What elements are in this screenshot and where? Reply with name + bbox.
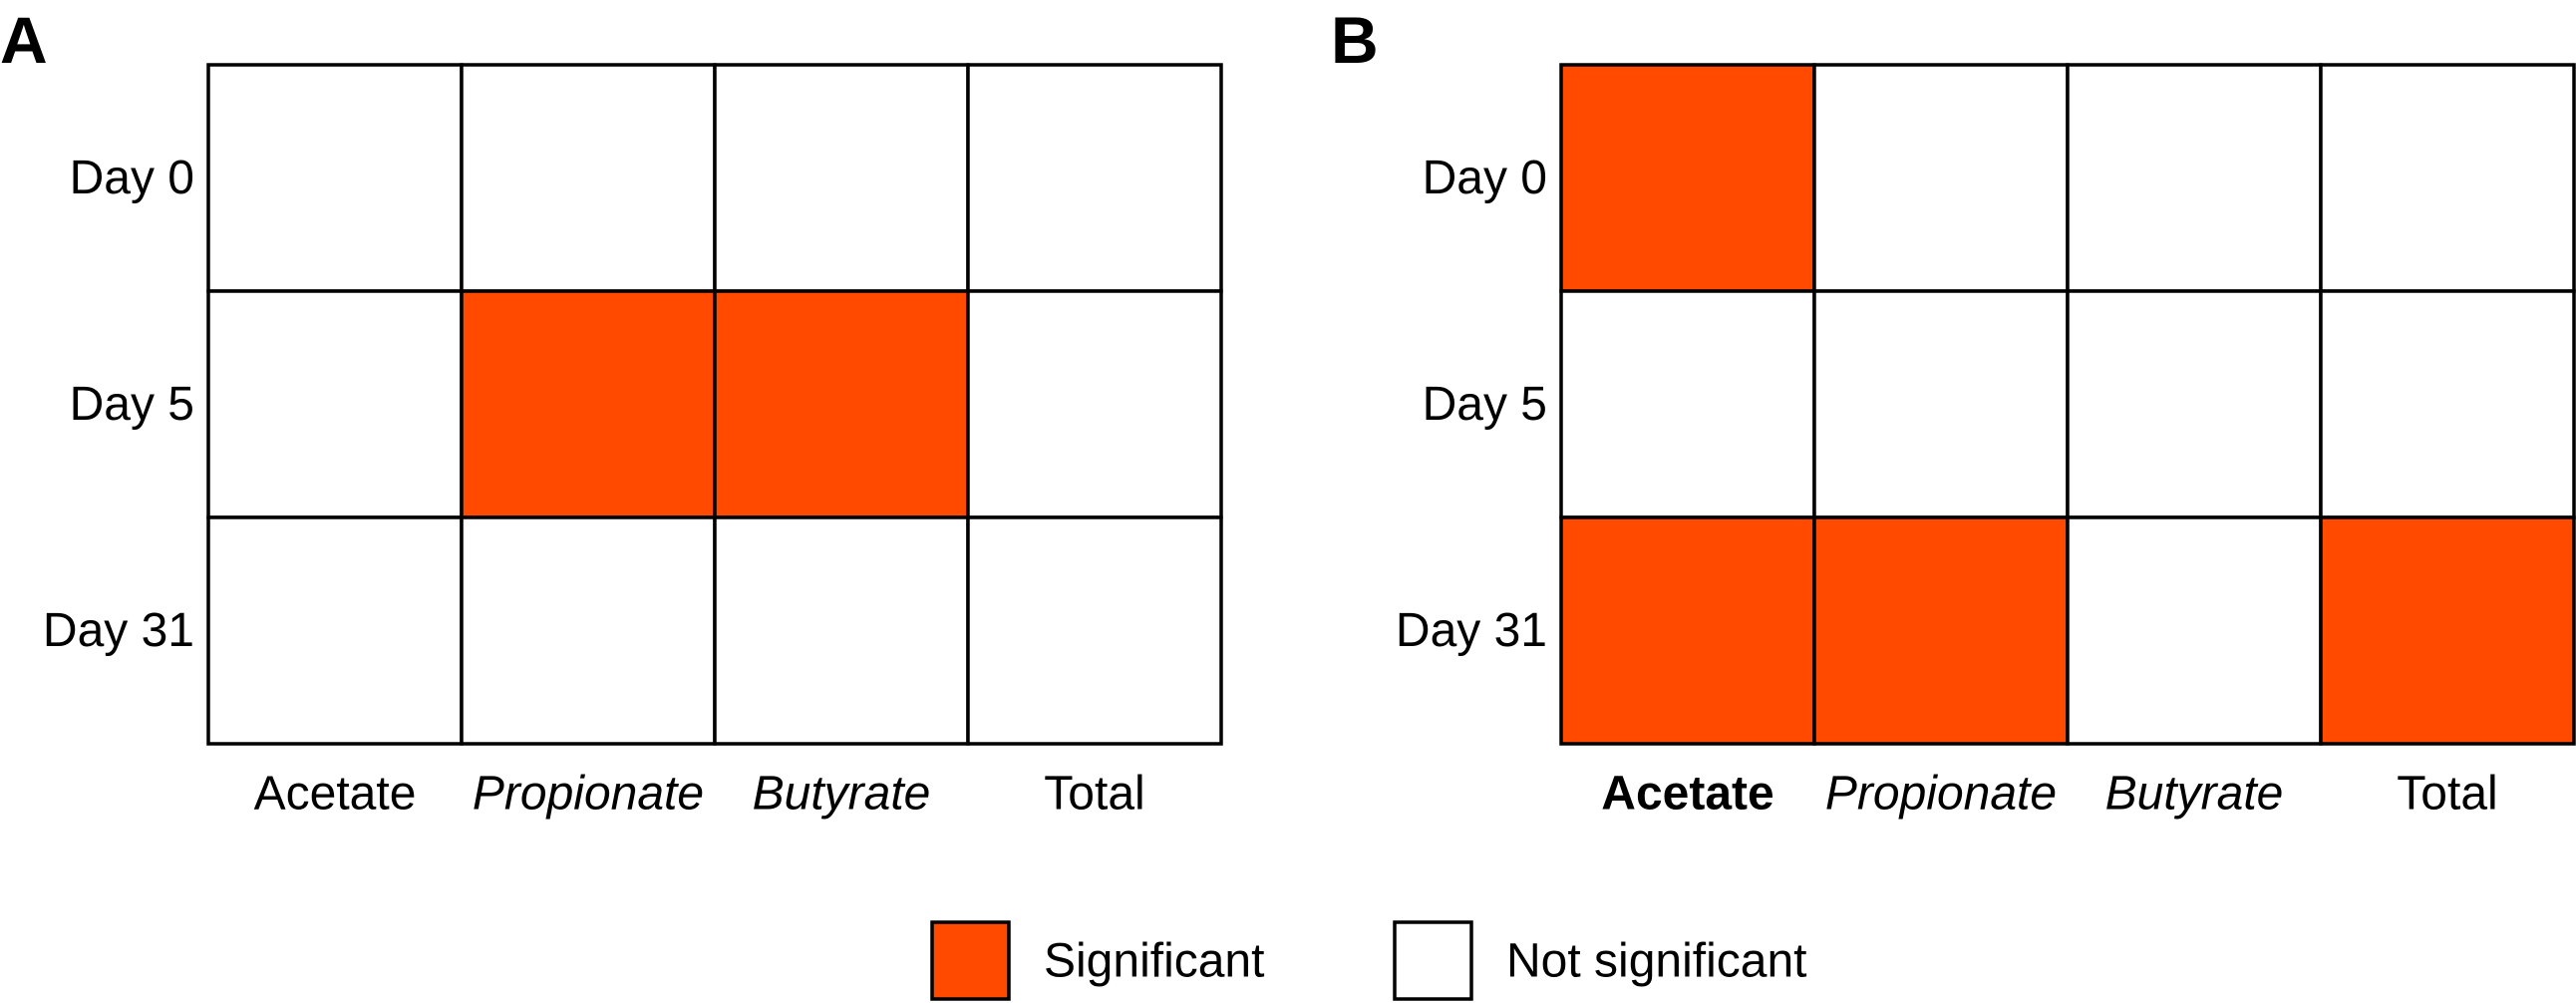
heatmap-cell: [966, 289, 1223, 519]
legend-swatch: [1393, 920, 1473, 1001]
column-label: Butyrate: [753, 768, 931, 821]
row-label: Day 0: [1423, 152, 1547, 204]
heatmap-cell: [460, 289, 717, 519]
heatmap-cell: [713, 289, 970, 519]
legend-label: Significant: [1044, 935, 1264, 988]
heatmap-cell: [206, 289, 464, 519]
heatmap-cell: [2066, 63, 2323, 293]
heatmap-cell: [966, 63, 1223, 293]
heatmap-cell: [1559, 515, 1816, 746]
heatmap-cell: [2319, 63, 2576, 293]
column-label: Acetate: [254, 768, 417, 821]
heatmap-cell: [1559, 289, 1816, 519]
legend-label: Not significant: [1506, 935, 1806, 988]
heatmap-cell: [713, 515, 970, 746]
row-label: Day 5: [1423, 378, 1547, 431]
heatmap-panel-b: B Day 0 Day 5 Day 31 Acetate Propionate Butyra…: [1331, 3, 2576, 821]
column-label: Propionate: [1825, 768, 2057, 821]
heatmap-cell: [1559, 63, 1816, 293]
heatmap-cell: [2066, 289, 2323, 519]
column-label: Butyrate: [2105, 768, 2284, 821]
row-label: Day 5: [70, 378, 194, 431]
heatmap-cell: [460, 63, 717, 293]
row-label: Day 31: [43, 604, 194, 657]
heatmap-cell: [1812, 63, 2070, 293]
heatmap-cell: [460, 515, 717, 746]
heatmap-cell: [2066, 515, 2323, 746]
heatmap-cell: [713, 63, 970, 293]
row-label: Day 0: [70, 152, 194, 204]
heatmap-cell: [206, 515, 464, 746]
heatmap-cell: [966, 515, 1223, 746]
panel-letter: A: [0, 3, 48, 77]
heatmap-cell: [2319, 515, 2576, 746]
column-label: Total: [1044, 768, 1144, 821]
column-label: Propionate: [473, 768, 704, 821]
legend: Significant Not significant: [930, 920, 1806, 1001]
row-label: Day 31: [1396, 604, 1547, 657]
heatmap-cell: [2319, 289, 2576, 519]
heatmap-cell: [206, 63, 464, 293]
panel-letter: B: [1331, 3, 1379, 77]
legend-swatch: [930, 920, 1011, 1001]
column-label: Total: [2397, 768, 2497, 821]
heatmap-cell: [1812, 289, 2070, 519]
heatmap-panel-a: A Day 0 Day 5 Day 31 Acetate Propionate Butyra…: [0, 3, 1223, 821]
column-label: Acetate: [1601, 768, 1773, 821]
heatmap-cell: [1812, 515, 2070, 746]
